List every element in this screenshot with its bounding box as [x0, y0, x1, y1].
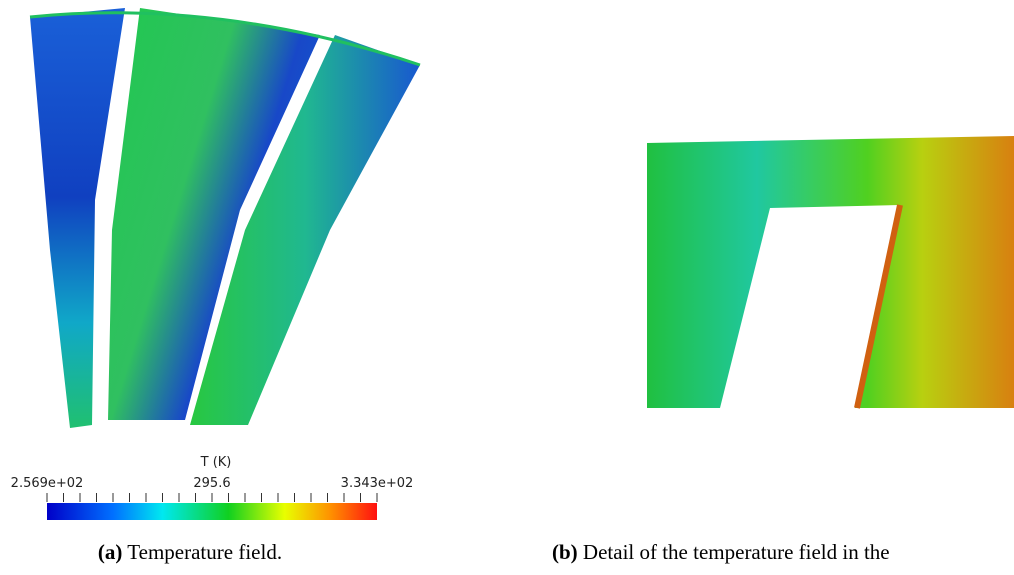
outer-edge	[29, 11, 421, 67]
colorbar-title: T (K)	[200, 455, 232, 470]
colorbar-ticks	[46, 493, 378, 502]
detail-field	[647, 136, 1014, 409]
colorbar-tick-label: 2.569e+02	[11, 476, 84, 491]
passage	[190, 35, 420, 425]
colorbar-gradient	[47, 503, 377, 520]
passage	[30, 8, 125, 428]
temperature-field	[29, 8, 421, 428]
hot-edge	[854, 204, 903, 409]
caption-label: (b)	[552, 540, 578, 564]
caption: (b) Detail of the temperature field in t…	[552, 540, 890, 564]
caption-text: Temperature field.	[127, 540, 282, 564]
caption: (a) Temperature field.	[98, 540, 282, 564]
colorbar: T (K) 2.569e+02 295.6 3.343e+02	[11, 455, 414, 520]
passage	[108, 8, 320, 420]
colorbar-tick-label: 3.343e+02	[341, 476, 414, 491]
colorbar-tick-label: 295.6	[193, 476, 230, 491]
caption-text: Detail of the temperature field in the	[583, 540, 890, 564]
caption-label: (a)	[98, 540, 123, 564]
cutout	[720, 205, 900, 408]
